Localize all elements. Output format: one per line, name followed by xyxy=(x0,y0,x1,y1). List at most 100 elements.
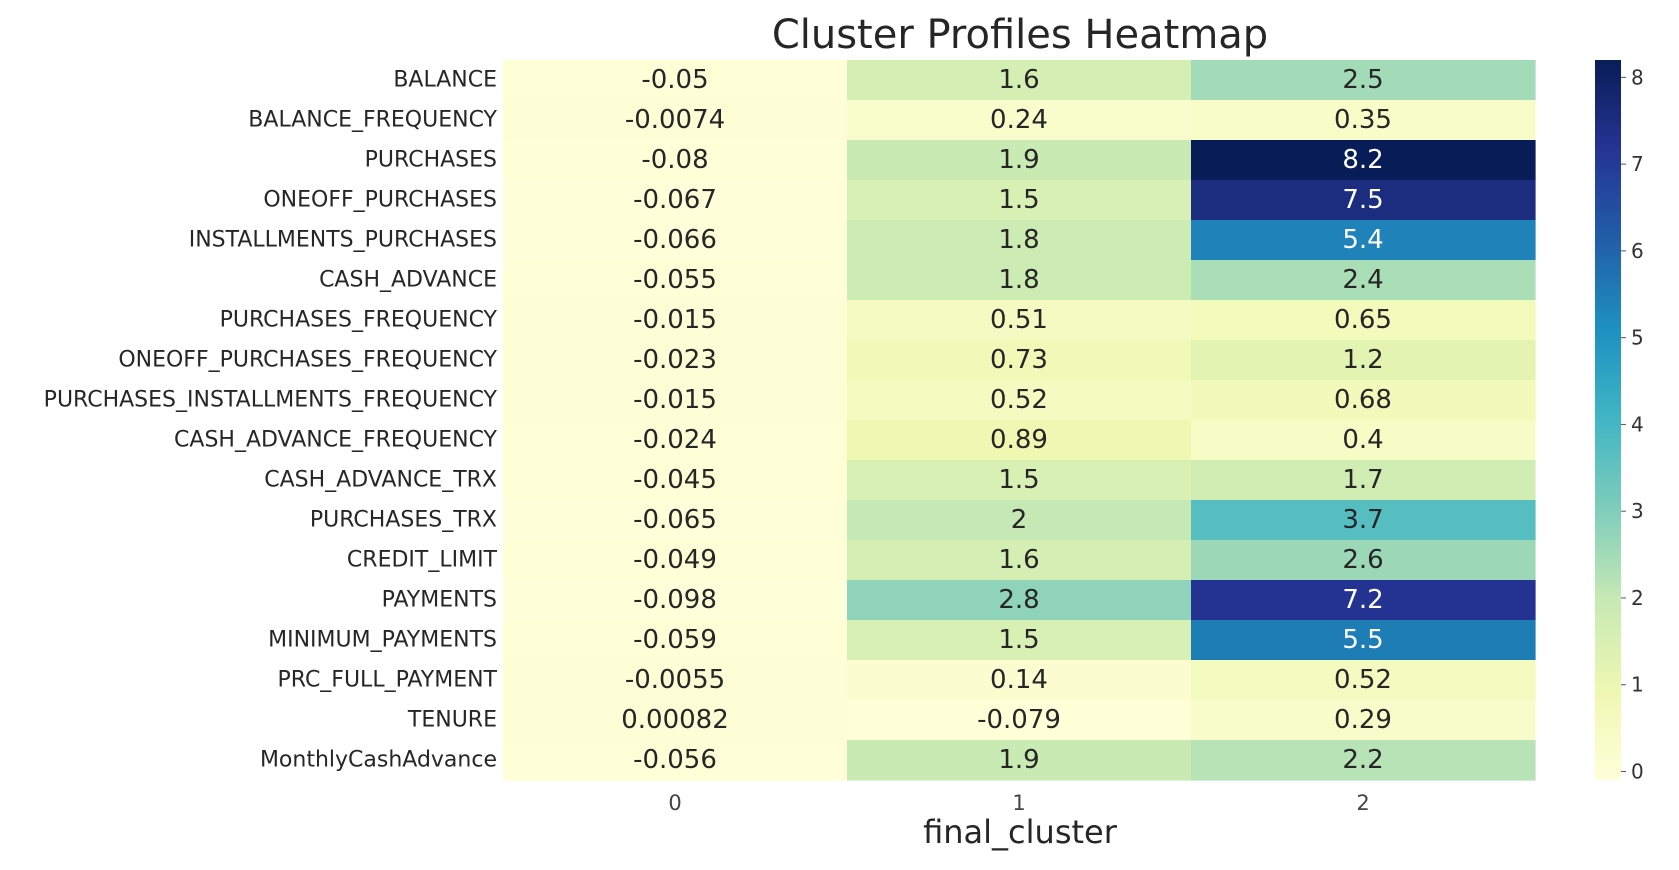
cell-value: 2.6 xyxy=(1342,545,1383,575)
heatmap-cell xyxy=(503,420,848,461)
cell-value: -0.015 xyxy=(633,385,717,415)
cell-value: -0.023 xyxy=(633,345,717,375)
cell-value: -0.079 xyxy=(977,705,1061,735)
heatmap-cell xyxy=(503,180,848,221)
heatmap-cell xyxy=(503,700,848,741)
cell-value: 2.8 xyxy=(998,585,1039,615)
cell-value: 7.2 xyxy=(1342,585,1383,615)
cell-value: 1.5 xyxy=(998,185,1039,215)
row-label: CASH_ADVANCE xyxy=(319,268,497,293)
heatmap-cell xyxy=(1191,180,1536,221)
heatmap-cell xyxy=(1191,100,1536,141)
heatmap-cell xyxy=(847,100,1192,141)
cell-value: 0.65 xyxy=(1334,305,1392,335)
heatmap-cell xyxy=(503,660,848,701)
column-label: 1 xyxy=(1012,791,1025,815)
heatmap-cell xyxy=(1191,700,1536,741)
heatmap-cell xyxy=(1191,740,1536,781)
heatmap-cell xyxy=(503,100,848,141)
heatmap-cell xyxy=(503,540,848,581)
cell-value: 0.51 xyxy=(990,305,1048,335)
cell-value: -0.08 xyxy=(641,145,708,175)
cell-value: -0.067 xyxy=(633,185,717,215)
cell-value: 0.00082 xyxy=(621,705,729,735)
heatmap-cell xyxy=(847,260,1192,301)
cell-value: 0.52 xyxy=(990,385,1048,415)
cell-value: 5.5 xyxy=(1342,625,1383,655)
heatmap-cell xyxy=(847,660,1192,701)
heatmap-cell xyxy=(1191,300,1536,341)
heatmap-cell xyxy=(1191,540,1536,581)
column-label: 0 xyxy=(668,791,681,815)
colorbar-tick-label: 6 xyxy=(1631,239,1644,263)
heatmap-cell xyxy=(1191,220,1536,261)
heatmap-cell xyxy=(503,60,848,101)
colorbar-tick-label: 1 xyxy=(1631,673,1644,697)
heatmap-cell xyxy=(1191,460,1536,501)
cell-value: 1.6 xyxy=(998,65,1039,95)
cell-value: -0.049 xyxy=(633,545,717,575)
heatmap-cell xyxy=(1191,660,1536,701)
cell-value: -0.0055 xyxy=(625,665,725,695)
heatmap-cells xyxy=(503,60,1536,781)
heatmap-cell xyxy=(1191,380,1536,421)
row-label: BALANCE_FREQUENCY xyxy=(248,108,497,133)
cell-value: -0.055 xyxy=(633,265,717,295)
heatmap-cell xyxy=(847,460,1192,501)
cell-value: 0.52 xyxy=(1334,665,1392,695)
row-label: PURCHASES xyxy=(365,148,497,173)
row-label: ONEOFF_PURCHASES xyxy=(263,188,497,213)
heatmap-cell xyxy=(847,700,1192,741)
row-label: ONEOFF_PURCHASES_FREQUENCY xyxy=(118,348,497,373)
heatmap-cell xyxy=(847,580,1192,621)
heatmap-cell xyxy=(847,60,1192,101)
colorbar-tick-label: 3 xyxy=(1631,499,1644,523)
cell-value: 1.9 xyxy=(998,145,1039,175)
row-label: BALANCE xyxy=(393,68,497,93)
cell-value: 7.5 xyxy=(1342,185,1383,215)
cell-value: -0.098 xyxy=(633,585,717,615)
row-label: CASH_ADVANCE_FREQUENCY xyxy=(174,428,498,453)
row-label: INSTALLMENTS_PURCHASES xyxy=(189,228,497,253)
cell-value: -0.05 xyxy=(641,65,708,95)
cell-value: 2.4 xyxy=(1342,265,1383,295)
row-label: MonthlyCashAdvance xyxy=(260,748,497,773)
cell-value: 0.35 xyxy=(1334,105,1392,135)
colorbar-tick-label: 5 xyxy=(1631,326,1644,350)
row-label: CASH_ADVANCE_TRX xyxy=(264,468,497,493)
cell-value: 0.89 xyxy=(990,425,1048,455)
cell-value: 1.7 xyxy=(1342,465,1383,495)
chart-title: Cluster Profiles Heatmap xyxy=(772,12,1268,58)
heatmap-cell xyxy=(847,500,1192,541)
row-label: PAYMENTS xyxy=(382,588,497,613)
row-label: MINIMUM_PAYMENTS xyxy=(268,628,497,653)
cell-value: -0.045 xyxy=(633,465,717,495)
heatmap-cell xyxy=(1191,420,1536,461)
colorbar-tick-label: 8 xyxy=(1631,65,1644,89)
column-label: 2 xyxy=(1356,791,1369,815)
colorbar-ticks: 0 1 2 3 4 5 6 7 8 xyxy=(1621,65,1644,783)
cell-value: 5.4 xyxy=(1342,225,1383,255)
colorbar xyxy=(1595,60,1621,780)
cell-value: -0.065 xyxy=(633,505,717,535)
cell-value: 2.2 xyxy=(1342,745,1383,775)
heatmap-cell xyxy=(847,300,1192,341)
row-labels: BALANCE BALANCE_FREQUENCY PURCHASES ONEOFF_… xyxy=(44,68,498,773)
cell-value: -0.024 xyxy=(633,425,717,455)
heatmap-cell xyxy=(847,140,1192,181)
cell-value: 1.8 xyxy=(998,265,1039,295)
heatmap-cell xyxy=(503,300,848,341)
cell-value: 0.73 xyxy=(990,345,1048,375)
cell-value: -0.0074 xyxy=(625,105,725,135)
heatmap-cell xyxy=(503,460,848,501)
heatmap-cell xyxy=(503,340,848,381)
row-label: PRC_FULL_PAYMENT xyxy=(277,668,497,693)
heatmap-cell xyxy=(503,500,848,541)
heatmap-cell xyxy=(847,220,1192,261)
column-labels: 0 1 2 xyxy=(668,791,1369,815)
heatmap-cell xyxy=(503,260,848,301)
heatmap-cell xyxy=(847,420,1192,461)
cell-annotations: -0.05 1.6 2.5 -0.0074 0.24 0.35 -0.08 1.9 8.2 -0.… xyxy=(621,65,1392,775)
cell-value: 3.7 xyxy=(1342,505,1383,535)
